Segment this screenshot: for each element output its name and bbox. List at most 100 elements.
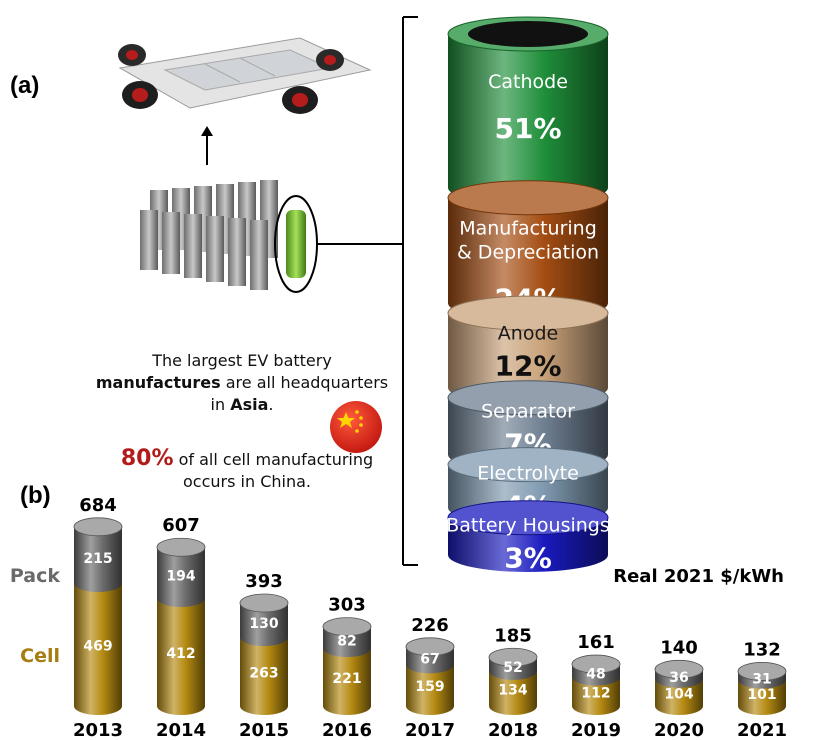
panel-a-label: (a) [10,72,40,99]
note-line-3: in Asia. [82,394,402,416]
up-arrow-icon [201,126,213,165]
cost-bar-group: 134 52 185 2018 [488,625,538,740]
pack-bar [74,526,122,593]
china-note: 80% of all cell manufacturing occurs in … [92,448,402,493]
total-value-label: 684 [79,495,117,516]
note-line-2-rest: are all headquarters [220,373,389,392]
cost-bar-group: 263 130 393 2015 [239,571,289,740]
breakdown-cylinder-top [447,380,609,416]
pack-bar-top [239,593,289,613]
pack-value-label: 36 [669,670,688,686]
year-tick-label: 2019 [571,720,621,740]
pack-bar-top [73,517,123,537]
cost-bar-group: 221 82 303 2016 [322,595,372,740]
asia-note: The largest EV battery manufactures are … [82,350,402,416]
note-line-1: The largest EV battery [152,351,332,370]
legend-cell: Cell [20,645,60,667]
battery-cell-block-icon [140,180,318,293]
cell-bar [489,670,537,715]
total-value-label: 607 [162,515,200,536]
breakdown-label: Manufacturing [459,218,597,240]
breakdown-segment: Anode 12% [447,295,609,405]
breakdown-cylinder-body [448,197,608,321]
note-line-3-post: . [268,395,274,414]
cell-bar [572,676,620,715]
year-tick-label: 2021 [737,720,787,740]
cell-bar [406,664,454,715]
total-value-label: 132 [743,639,781,660]
pack-value-label: 31 [752,671,771,687]
cell-value-label: 104 [664,686,693,702]
total-value-label: 161 [577,632,615,653]
pack-bar-top [654,659,704,679]
pack-value-label: 48 [586,666,605,682]
pack-bar-top [488,647,538,667]
year-tick-label: 2013 [73,720,123,740]
bracket-connector [317,16,418,566]
breakdown-cylinder-top [447,180,609,216]
breakdown-label: Battery Housings [446,515,610,537]
breakdown-cylinder-body [448,34,608,205]
pack-bar-top [405,637,455,657]
cathode-hollow [468,21,588,47]
note-bold-manufactures: manufactures [95,373,221,392]
pack-value-label: 52 [503,660,522,676]
total-value-label: 226 [411,615,449,636]
cell-value-label: 134 [498,682,527,698]
cell-value-label: 159 [415,679,444,695]
pack-bar-top [156,537,206,557]
breakdown-cylinder-top [447,447,609,483]
total-value-label: 185 [494,625,532,646]
legend-pack: Pack [10,565,60,587]
pack-value-label: 82 [337,633,356,649]
cell-value-label: 112 [581,685,610,701]
breakdown-cylinder-top [447,500,609,536]
cost-bar-group: 469 215 684 2013 [73,495,123,740]
year-tick-label: 2016 [322,720,372,740]
panel-b-label: (b) [20,482,51,509]
unit-label: Real 2021 $/kWh [613,566,784,587]
cell-bar [655,678,703,715]
breakdown-cylinder-top [447,295,609,331]
breakdown-segment: Battery Housings 3% [446,500,610,575]
year-tick-label: 2017 [405,720,455,740]
pack-bar-top [737,662,787,681]
pack-value-label: 67 [420,652,439,668]
year-tick-label: 2018 [488,720,538,740]
note-line-2: manufactures are all headquarters [82,372,402,394]
note-line-5: occurs in China. [183,472,311,491]
breakdown-cylinder-body [448,313,608,405]
breakdown-value-label: 51% [494,112,561,145]
cell-bar [738,679,786,715]
ev-chassis-icon [118,37,372,114]
cell-value-label: 263 [249,666,278,682]
cell-value-label: 101 [747,687,776,703]
cell-value-label: 412 [166,646,195,662]
breakdown-label: Anode [498,322,558,344]
year-tick-label: 2020 [654,720,704,740]
year-tick-label: 2015 [239,720,289,740]
cell-bar [323,648,371,715]
note-bold-asia: Asia [230,395,269,414]
cost-bar-group: 412 194 607 2014 [156,515,206,740]
cost-bar-group: 112 48 161 2019 [571,632,621,740]
breakdown-value-label: 12% [494,349,561,382]
total-value-label: 140 [660,637,698,658]
note-line-3-pre: in [210,395,231,414]
year-tick-label: 2014 [156,720,206,740]
note-line-4-rest: of all cell manufacturing [173,450,374,469]
cell-value-label: 221 [332,671,361,687]
cell-value-label: 469 [83,639,112,655]
cell-bar [240,637,288,715]
total-value-label: 393 [245,571,283,592]
pack-value-label: 130 [249,616,278,632]
cost-bar-group: 159 67 226 2017 [405,615,455,740]
note-line-4: 80% of all cell manufacturing [92,448,402,471]
pack-bar [240,603,288,647]
cell-bar [157,598,205,715]
